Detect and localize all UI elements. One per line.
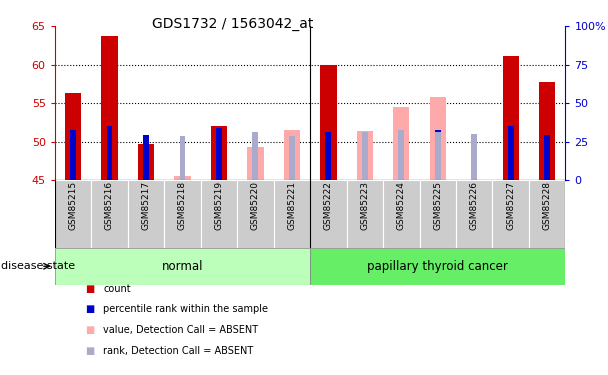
Text: GSM85219: GSM85219 (215, 182, 223, 231)
Bar (274, 180, 310, 248)
Text: GSM85224: GSM85224 (397, 182, 406, 230)
Bar (310, 180, 347, 248)
Text: GSM85222: GSM85222 (324, 182, 333, 230)
Bar (492, 180, 529, 248)
Bar (289, 136, 295, 180)
Text: ■: ■ (85, 284, 94, 294)
Bar (55, 180, 91, 248)
Bar (64, 93, 81, 180)
Bar (283, 130, 300, 180)
Bar (529, 180, 565, 248)
Bar (435, 132, 441, 180)
Text: GSM85216: GSM85216 (105, 182, 114, 231)
Text: ■: ■ (85, 304, 94, 314)
Bar (137, 144, 154, 180)
Bar (101, 36, 117, 180)
Text: GDS1732 / 1563042_at: GDS1732 / 1563042_at (152, 17, 313, 31)
Bar (320, 66, 336, 180)
Bar (539, 82, 555, 180)
Text: GSM85220: GSM85220 (251, 182, 260, 230)
Text: normal: normal (162, 260, 203, 273)
Text: GSM85217: GSM85217 (142, 182, 150, 231)
Text: papillary thyroid cancer: papillary thyroid cancer (367, 260, 508, 273)
Text: percentile rank within the sample: percentile rank within the sample (103, 304, 268, 314)
Bar (347, 180, 383, 248)
Text: GSM85227: GSM85227 (506, 182, 515, 230)
Bar (502, 56, 519, 180)
Text: ■: ■ (85, 325, 94, 335)
Bar (210, 126, 227, 180)
Bar (179, 136, 185, 180)
Text: rank, Detection Call = ABSENT: rank, Detection Call = ABSENT (103, 346, 254, 355)
Text: disease state: disease state (1, 261, 75, 271)
Bar (471, 134, 477, 180)
Text: GSM85215: GSM85215 (69, 182, 77, 231)
Bar (362, 132, 368, 180)
Text: GSM85228: GSM85228 (543, 182, 551, 230)
Bar (201, 180, 237, 248)
Bar (356, 131, 373, 180)
Bar (164, 180, 201, 248)
Text: ■: ■ (85, 346, 94, 355)
Text: value, Detection Call = ABSENT: value, Detection Call = ABSENT (103, 325, 258, 335)
Bar (420, 180, 456, 248)
Bar (325, 132, 331, 180)
Text: GSM85223: GSM85223 (361, 182, 369, 230)
Bar (237, 180, 274, 248)
Bar (310, 248, 565, 285)
Bar (544, 135, 550, 180)
Bar (70, 130, 76, 180)
Bar (435, 130, 441, 180)
Text: GSM85225: GSM85225 (434, 182, 442, 230)
Bar (128, 180, 164, 248)
Bar (393, 107, 409, 180)
Bar (106, 126, 112, 180)
Text: GSM85226: GSM85226 (470, 182, 478, 230)
Bar (174, 176, 190, 180)
Bar (91, 180, 128, 248)
Bar (55, 248, 310, 285)
Text: count: count (103, 284, 131, 294)
Bar (429, 97, 446, 180)
Bar (456, 180, 492, 248)
Bar (247, 147, 263, 180)
Bar (216, 129, 222, 180)
Text: GSM85221: GSM85221 (288, 182, 296, 230)
Bar (398, 130, 404, 180)
Bar (252, 132, 258, 180)
Bar (508, 126, 514, 180)
Bar (143, 135, 149, 180)
Bar (383, 180, 420, 248)
Text: GSM85218: GSM85218 (178, 182, 187, 231)
